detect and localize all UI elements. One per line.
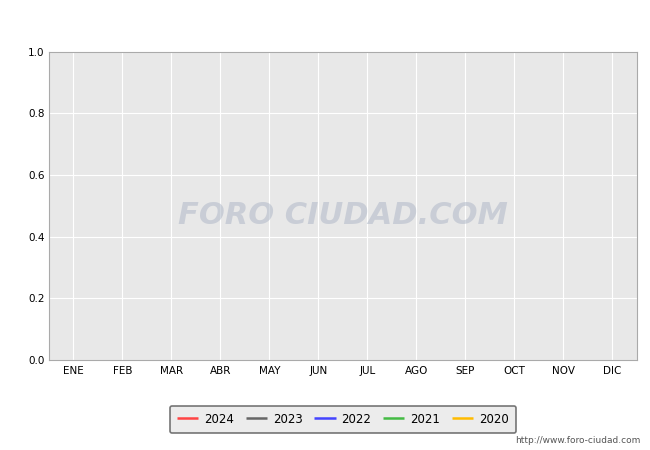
Text: Matriculaciones de Vehiculos en Montenegro de Cameros: Matriculaciones de Vehiculos en Monteneg… (105, 7, 545, 22)
Legend: 2024, 2023, 2022, 2021, 2020: 2024, 2023, 2022, 2021, 2020 (170, 406, 516, 433)
Text: http://www.foro-ciudad.com: http://www.foro-ciudad.com (515, 436, 640, 445)
Text: FORO CIUDAD.COM: FORO CIUDAD.COM (178, 201, 508, 230)
